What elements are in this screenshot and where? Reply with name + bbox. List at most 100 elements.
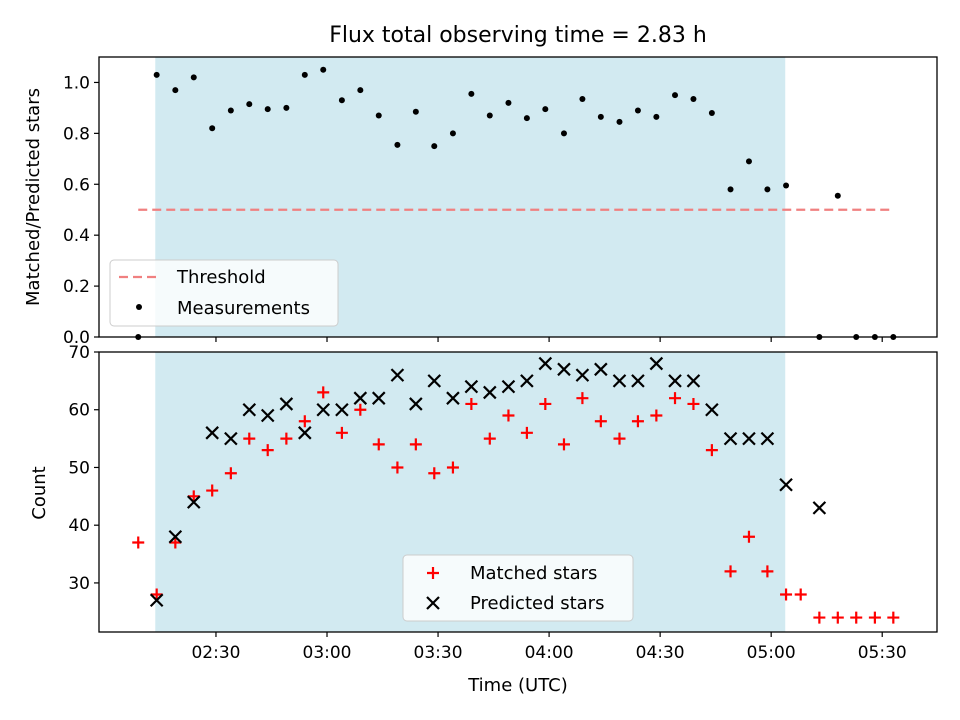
measurement-point — [764, 186, 771, 193]
bottom-x-axis-ticks: 02:30 03:00 03:30 04:00 04:30 05:00 05:30 — [191, 632, 907, 663]
predicted-star-point — [612, 374, 627, 388]
y-tick-label: 70 — [68, 343, 90, 363]
measurement-point — [616, 118, 623, 125]
predicted-star-point — [186, 495, 201, 509]
measurement-point — [227, 107, 234, 114]
top-axes-frame — [98, 56, 938, 338]
matched-star-point — [520, 426, 533, 439]
matched-star-point — [613, 432, 626, 445]
predicted-star-point — [705, 402, 719, 417]
predicted-star-point — [446, 391, 460, 405]
predicted-star-point — [316, 402, 331, 417]
matched-star-point — [224, 467, 237, 480]
x-tick-label: 03:30 — [414, 643, 463, 663]
y-tick-label: 60 — [68, 401, 90, 421]
legend-threshold-label: Threshold — [176, 267, 266, 288]
matched-star-point — [465, 397, 478, 410]
predicted-star-point — [409, 397, 423, 411]
measurement-point — [708, 110, 715, 116]
matched-star-point — [576, 392, 589, 405]
y-tick-label: 0.2 — [63, 277, 90, 297]
predicted-star-point — [668, 374, 682, 388]
measurement-point — [690, 96, 697, 102]
measurement-point — [468, 90, 475, 97]
predicted-star-point — [353, 391, 368, 405]
matched-star-point — [850, 611, 863, 624]
y-tick-label: 0.8 — [63, 124, 90, 144]
matched-star-point — [187, 490, 200, 503]
y-tick-label: 1.0 — [63, 73, 90, 93]
matched-star-point — [594, 415, 607, 428]
matched-star-point — [539, 397, 552, 410]
measurement-point — [727, 186, 734, 193]
measurement-point — [579, 96, 586, 102]
matched-star-point — [354, 403, 367, 416]
bottom-marks — [132, 356, 900, 624]
y-tick-label: 0.0 — [63, 328, 90, 348]
x-tick-label: 05:30 — [858, 643, 907, 663]
measurement-point — [412, 108, 419, 115]
y-tick-label: 50 — [68, 458, 90, 478]
matched-star-point — [391, 461, 404, 474]
measurement-point — [449, 130, 456, 137]
measurement-point — [375, 112, 382, 119]
top-y-axis-ticks: 0.0 0.2 0.4 0.6 0.8 1.0 — [63, 73, 99, 348]
predicted-star-point — [742, 431, 756, 446]
y-tick-label: 0.4 — [63, 226, 90, 246]
measurement-point — [745, 158, 752, 165]
predicted-star-point — [224, 431, 238, 446]
matched-star-point — [705, 444, 718, 457]
predicted-star-point — [260, 408, 275, 423]
predicted-star-point — [779, 478, 793, 492]
y-tick-label: 30 — [68, 574, 90, 594]
predicted-star-point — [594, 362, 608, 377]
predicted-star-point — [760, 431, 775, 446]
matched-star-point — [742, 530, 755, 543]
measurement-point — [283, 104, 290, 111]
matched-star-point — [631, 415, 644, 428]
matched-star-point — [831, 611, 844, 624]
matched-star-point — [409, 438, 422, 451]
predicted-star-point — [335, 402, 349, 417]
predicted-star-point — [298, 426, 312, 440]
measurement-point — [246, 101, 253, 108]
top-x-axis-ticks — [215, 337, 883, 342]
measurement-point — [394, 141, 401, 148]
matched-star-point — [813, 611, 826, 624]
measurement-point — [264, 106, 271, 113]
legend-matched-swatch — [427, 567, 439, 579]
legend-matched-label: Matched stars — [470, 563, 597, 584]
predicted-star-point — [557, 362, 571, 377]
matched-star-point — [483, 432, 496, 445]
legend-measurements-swatch — [136, 304, 142, 310]
measurement-point — [190, 74, 197, 81]
predicted-star-point — [427, 374, 442, 388]
measurement-point — [357, 87, 364, 94]
matched-star-point — [372, 438, 385, 451]
x-tick-label: 03:00 — [303, 643, 352, 663]
predicted-star-point — [520, 374, 534, 388]
bottom-y-axis-ticks: 30 40 50 60 70 — [68, 343, 99, 594]
predicted-star-point — [279, 397, 294, 411]
matched-star-point — [243, 432, 256, 445]
matched-star-point — [132, 536, 145, 549]
measurement-point — [486, 112, 493, 119]
matched-star-point — [150, 588, 163, 601]
matched-star-point — [669, 392, 682, 405]
predicted-star-point — [812, 501, 827, 515]
predicted-star-point — [390, 368, 405, 382]
matched-star-point — [428, 467, 441, 480]
matched-star-point — [650, 409, 663, 422]
matched-star-point — [724, 565, 737, 578]
y-tick-label: 0.6 — [63, 175, 90, 195]
predicted-star-point — [371, 391, 386, 405]
matched-star-point — [794, 588, 807, 601]
measurement-point — [542, 106, 549, 113]
top-legend: Threshold Measurements — [109, 259, 339, 327]
predicted-star-point — [575, 368, 590, 382]
bottom-y-axis-label: Count — [29, 466, 50, 519]
top-panel: 0.0 0.2 0.4 0.6 0.8 1.0 Matched/Predicted sta… — [23, 56, 938, 348]
bottom-axes-frame — [98, 351, 938, 633]
x-tick-label: 02:30 — [191, 643, 240, 663]
predicted-star-point — [649, 356, 664, 371]
